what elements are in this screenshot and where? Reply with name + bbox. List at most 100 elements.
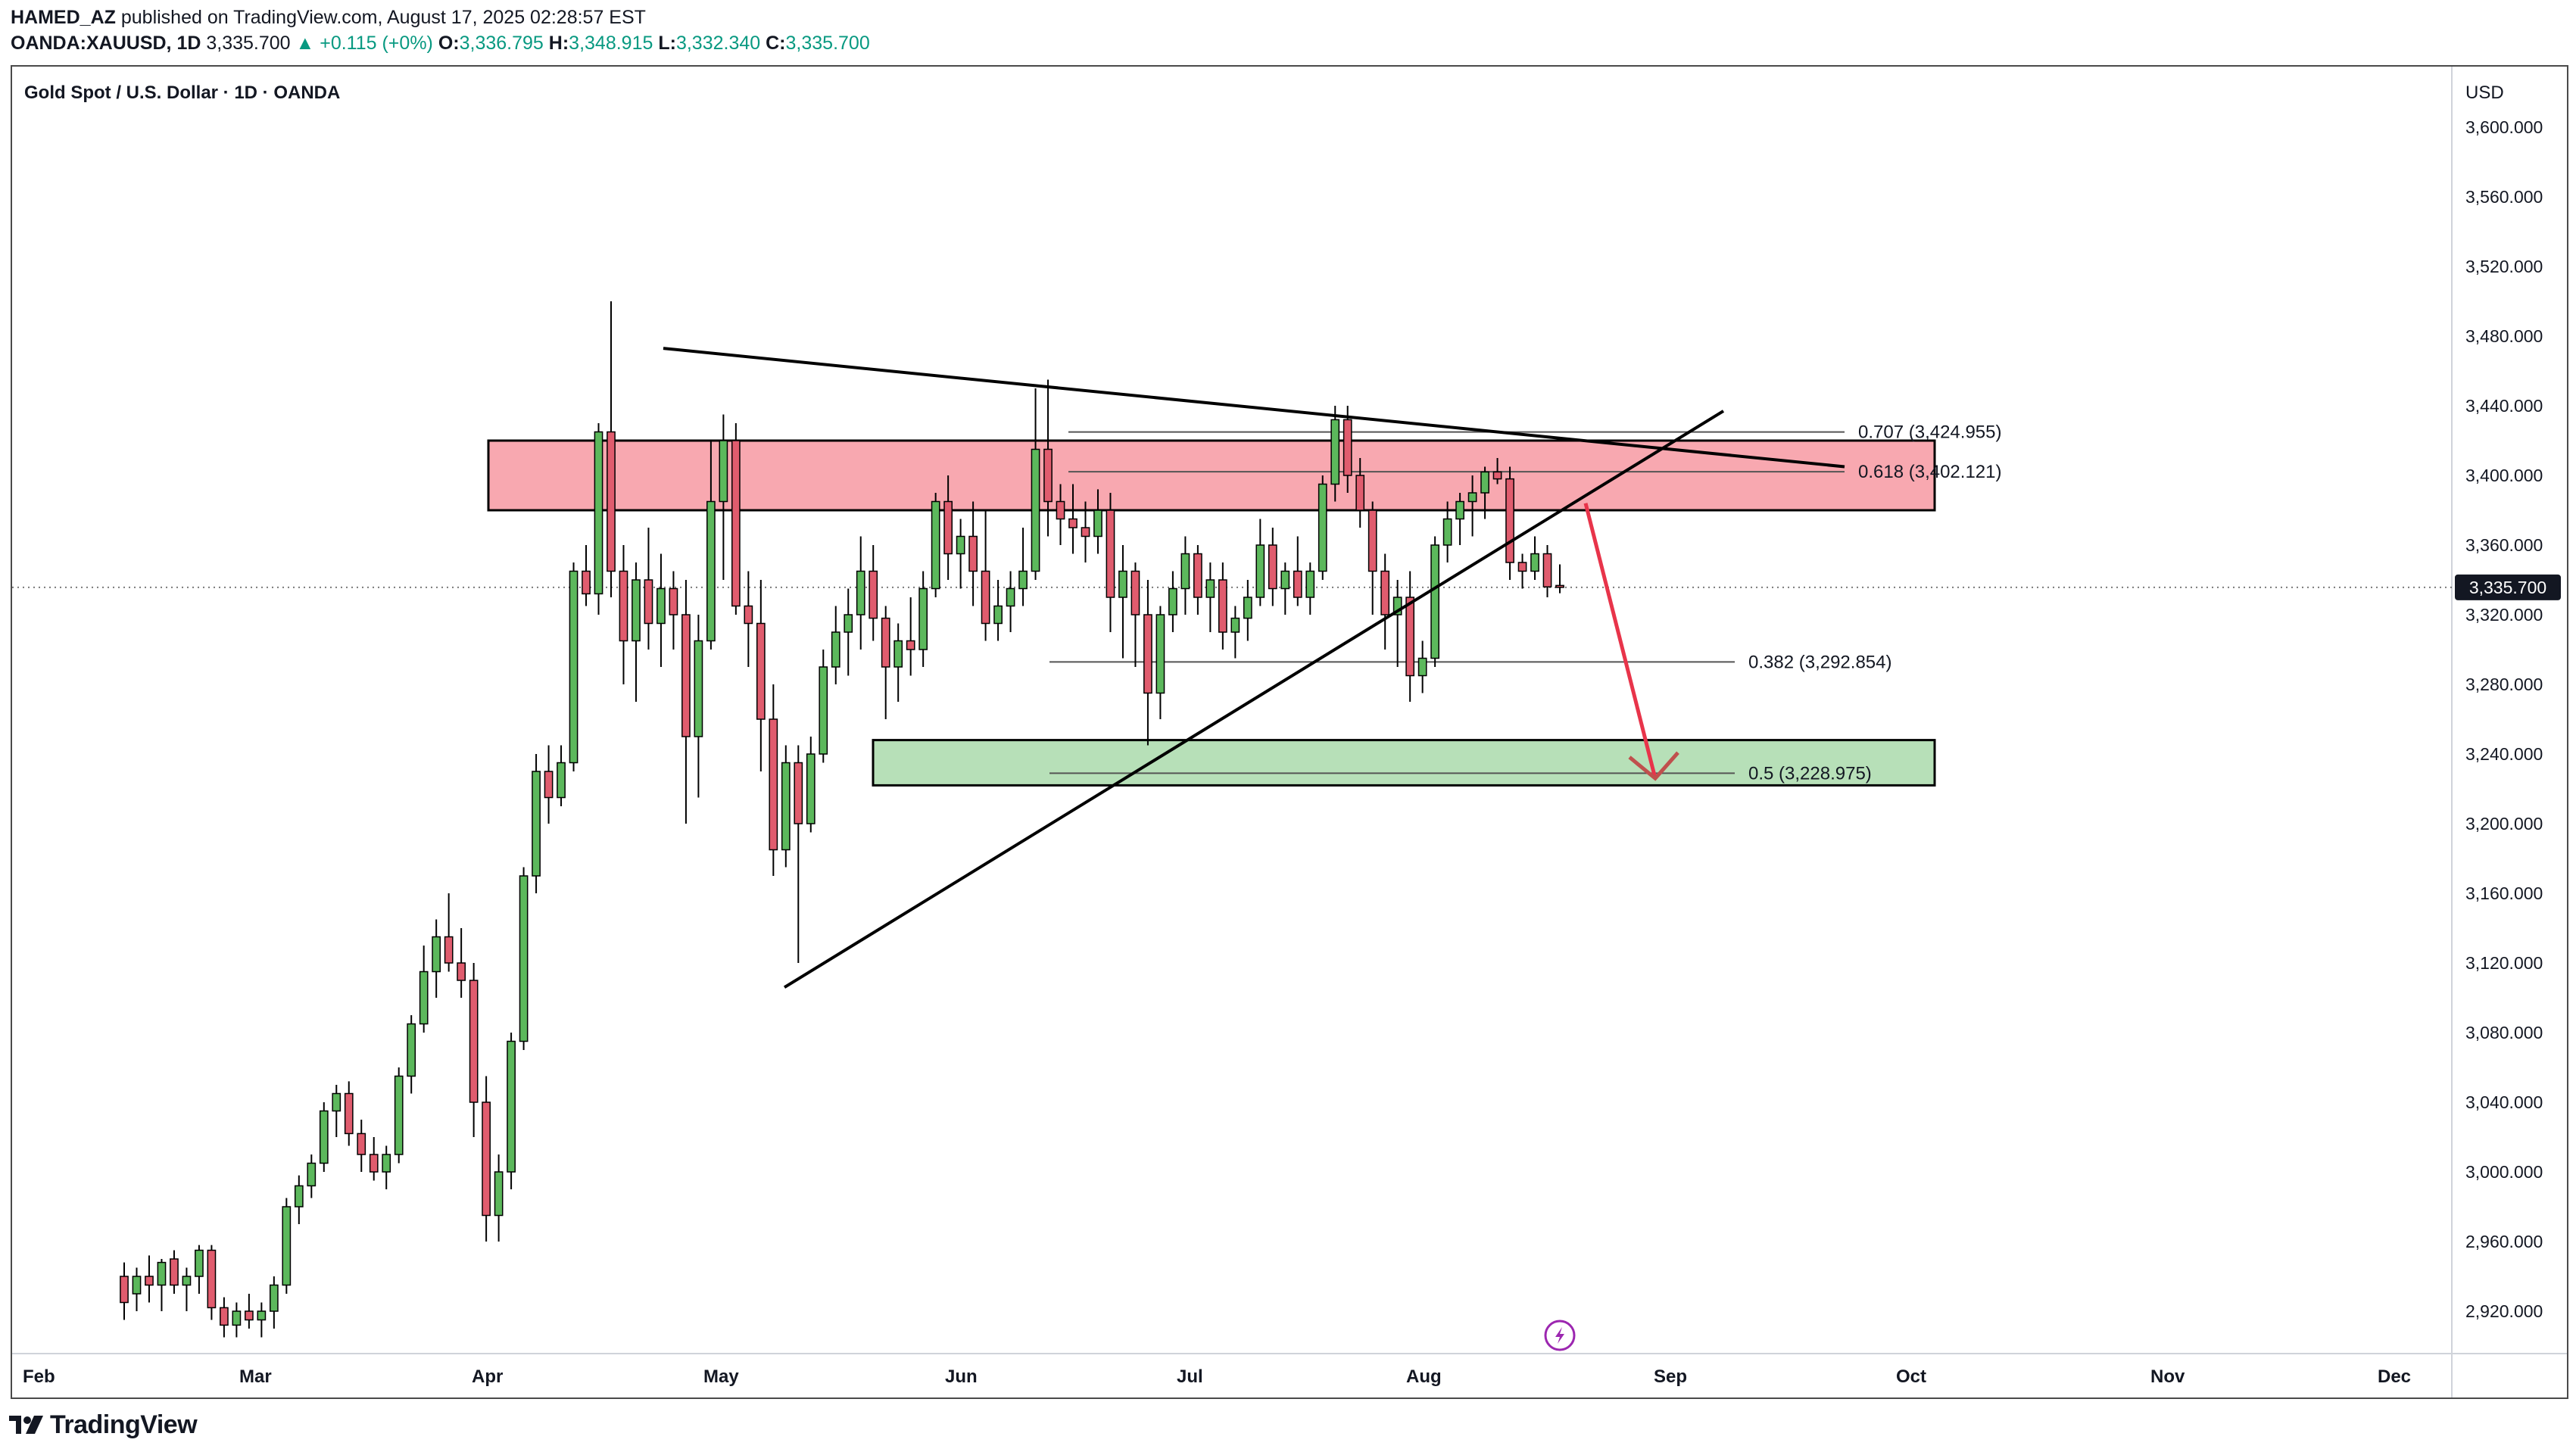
candle-down <box>943 500 953 555</box>
symbol-label[interactable]: OANDA:XAUUSD, 1D <box>11 33 201 54</box>
candle-down <box>1068 518 1077 528</box>
candle-down <box>344 1092 354 1135</box>
candle-up <box>1480 471 1489 494</box>
candle-up <box>1230 617 1240 633</box>
candle-up <box>993 605 1003 625</box>
descending-trendline[interactable] <box>663 347 1845 469</box>
time-axis[interactable]: Feb Mar Apr May Jun Jul Aug Sep Oct Nov Dec <box>23 1366 2411 1387</box>
candle-up <box>806 753 816 824</box>
candle-up <box>1392 597 1402 615</box>
candle-down <box>1056 500 1065 520</box>
currency-label[interactable]: USD <box>2465 83 2504 103</box>
candle-down <box>1355 475 1365 511</box>
ascending-trendline[interactable] <box>783 410 1725 989</box>
price-tick-label: 3,480.000 <box>2465 326 2543 346</box>
candle-up <box>1180 553 1190 590</box>
close-label: C: <box>766 33 786 54</box>
candle-down <box>1268 544 1277 590</box>
candle-down <box>1143 614 1152 694</box>
candle-down <box>145 1276 154 1286</box>
candle-down <box>245 1310 254 1321</box>
candle-up <box>132 1276 142 1295</box>
candle-down <box>120 1276 129 1304</box>
price-tick-label: 3,160.000 <box>2465 883 2543 903</box>
candle-down <box>1193 553 1202 598</box>
time-tick-label: Aug <box>1406 1366 1442 1387</box>
candle-down <box>681 614 691 737</box>
candle-up <box>382 1154 391 1173</box>
candle-up <box>918 587 928 650</box>
publish-info: HAMED_AZ published on TradingView.com, A… <box>11 5 870 30</box>
candle-up <box>1305 570 1315 598</box>
candle-up <box>1243 597 1252 619</box>
candle-down <box>1492 471 1502 480</box>
candle-up <box>494 1171 504 1217</box>
candle-up <box>1018 570 1028 590</box>
lightning-icon[interactable] <box>1544 1320 1576 1351</box>
candle-up <box>294 1185 304 1207</box>
price-chart[interactable]: Gold Spot / U.S. Dollar · 1D · OANDA USD… <box>12 67 2567 1397</box>
open-label: O: <box>438 33 460 54</box>
candle-down <box>469 980 479 1103</box>
candle-down <box>1218 579 1227 633</box>
candle-up <box>819 666 828 755</box>
price-tick-label: 2,960.000 <box>2465 1232 2543 1251</box>
time-tick-label: Dec <box>2378 1366 2411 1387</box>
price-tick-label: 3,400.000 <box>2465 466 2543 485</box>
candle-down <box>1081 527 1090 537</box>
candle-up <box>931 500 940 590</box>
close-value: 3,335.700 <box>785 33 870 54</box>
candle-up <box>856 570 865 615</box>
price-tick-label: 3,600.000 <box>2465 117 2543 137</box>
candle-up <box>195 1249 204 1277</box>
candle-down <box>1106 509 1115 598</box>
time-tick-label: Feb <box>23 1366 55 1387</box>
fibonacci-levels[interactable]: 0.707 (3,424.955) 0.618 (3,402.121) 0.382 … <box>1049 422 2001 784</box>
candle-up <box>1031 448 1040 572</box>
chart-header: HAMED_AZ published on TradingView.com, A… <box>11 5 870 65</box>
candle-up <box>1455 500 1464 520</box>
price-tick-label: 3,560.000 <box>2465 187 2543 207</box>
candle-up <box>532 771 541 877</box>
candle-down <box>357 1133 366 1155</box>
chart-frame[interactable]: Gold Spot / U.S. Dollar · 1D · OANDA USD… <box>11 65 2568 1399</box>
candle-down <box>769 718 778 851</box>
candle-down <box>1343 419 1352 476</box>
candle-up <box>519 875 529 1042</box>
candle-down <box>170 1258 179 1286</box>
price-tick-label: 2,920.000 <box>2465 1301 2543 1321</box>
candle-down <box>544 771 554 799</box>
candle-down <box>457 962 466 981</box>
projection-arrow[interactable] <box>1583 503 1679 781</box>
candle-up <box>1255 544 1265 598</box>
time-tick-label: Mar <box>239 1366 272 1387</box>
price-tick-label: 3,120.000 <box>2465 953 2543 973</box>
price-tick-label: 3,080.000 <box>2465 1023 2543 1042</box>
candle-down <box>220 1307 229 1326</box>
candle-down <box>369 1154 379 1173</box>
candle-up <box>831 631 840 668</box>
author-name[interactable]: HAMED_AZ <box>11 7 116 28</box>
support-zone[interactable] <box>872 739 1936 787</box>
candle-down <box>1043 448 1053 503</box>
candle-up <box>893 640 903 668</box>
candle-down <box>1368 509 1377 572</box>
candle-up <box>157 1261 167 1286</box>
candle-up <box>706 500 716 642</box>
candle-up <box>332 1092 341 1112</box>
fib-level-label: 0.5 (3,228.975) <box>1748 763 1872 784</box>
price-axis[interactable]: 2,920.000 2,960.000 3,000.000 3,040.000 3,08… <box>2465 117 2543 1321</box>
projection-arrow-shaft <box>1583 503 1658 779</box>
candle-down <box>1555 584 1564 588</box>
candle-down <box>1517 562 1527 572</box>
candle-up <box>282 1206 292 1286</box>
high-label: H: <box>548 33 569 54</box>
time-tick-label: Jun <box>945 1366 978 1387</box>
brand-name: TradingView <box>50 1410 198 1439</box>
time-tick-label: Nov <box>2150 1366 2185 1387</box>
candlesticks <box>120 301 1564 1338</box>
candle-down <box>619 570 628 642</box>
resistance-zone[interactable] <box>487 439 1936 512</box>
candle-up <box>569 570 579 764</box>
candle-up <box>507 1040 516 1173</box>
